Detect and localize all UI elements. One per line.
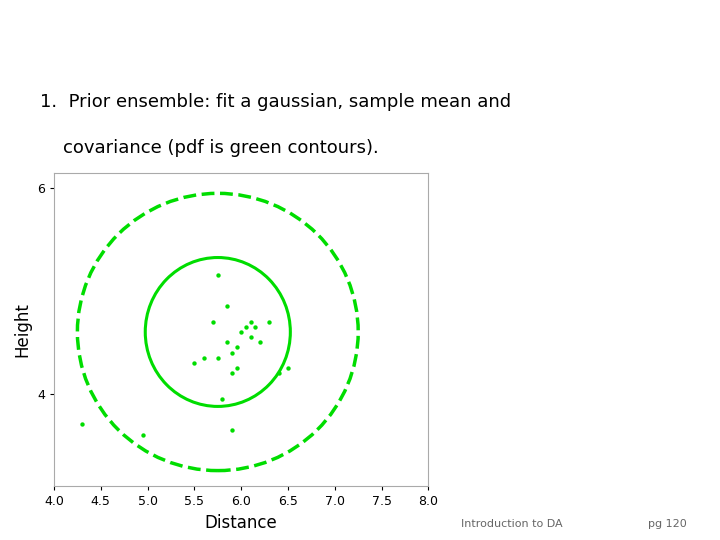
Point — [282, 363, 294, 372]
Point — [226, 369, 238, 377]
Point — [245, 333, 256, 341]
Point — [212, 271, 223, 280]
Text: pg 120: pg 120 — [648, 519, 687, 529]
Y-axis label: Height: Height — [14, 302, 32, 357]
Point — [226, 348, 238, 357]
Point — [76, 420, 88, 429]
Point — [138, 430, 149, 439]
Point — [264, 318, 275, 326]
Point — [212, 353, 223, 362]
Point — [245, 318, 256, 326]
Point — [217, 394, 228, 403]
Point — [230, 343, 242, 352]
Text: Introduction to DA: Introduction to DA — [461, 519, 562, 529]
Point — [198, 353, 210, 362]
Text: 1.  Prior ensemble: fit a gaussian, sample mean and: 1. Prior ensemble: fit a gaussian, sampl… — [40, 93, 510, 111]
Point — [254, 338, 266, 347]
Point — [250, 322, 261, 331]
Point — [240, 322, 252, 331]
Text: covariance (pdf is green contours).: covariance (pdf is green contours). — [40, 139, 378, 157]
Point — [221, 302, 233, 310]
Point — [207, 318, 219, 326]
X-axis label: Distance: Distance — [204, 514, 278, 531]
Point — [273, 369, 284, 377]
Point — [230, 363, 242, 372]
Point — [226, 425, 238, 434]
Point — [221, 338, 233, 347]
Point — [189, 359, 200, 367]
Text: Methods: Ensemble Kalman Filter: Methods: Ensemble Kalman Filter — [139, 22, 581, 48]
Point — [235, 328, 247, 336]
